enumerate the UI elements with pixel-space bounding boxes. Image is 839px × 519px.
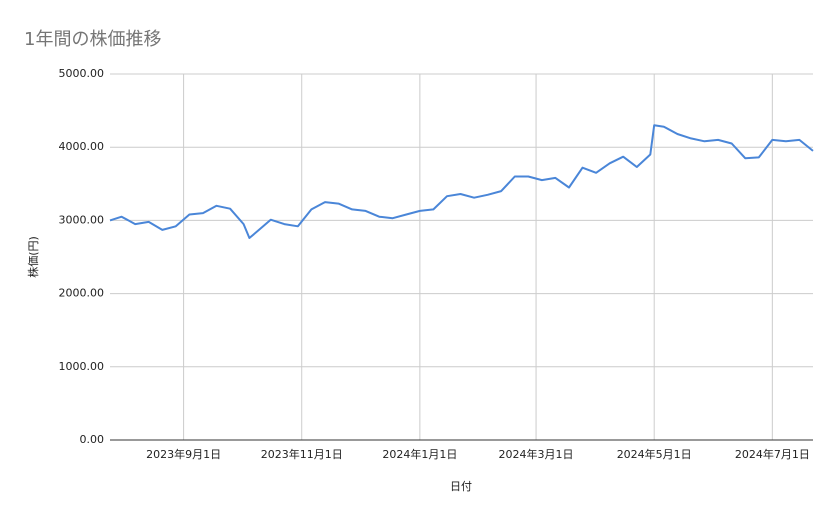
- chart-title: 1年間の株価推移: [24, 29, 161, 50]
- x-tick-label: 2023年11月1日: [261, 447, 343, 461]
- y-axis-title: 株価(円): [26, 236, 40, 278]
- x-tick-label: 2023年9月1日: [146, 447, 221, 461]
- x-axis-title: 日付: [450, 480, 472, 493]
- y-tick-label: 5000.00: [59, 67, 105, 80]
- x-tick-label: 2024年3月1日: [499, 447, 574, 461]
- x-tick-label: 2024年5月1日: [617, 447, 692, 461]
- x-tick-label: 2024年7月1日: [735, 447, 810, 461]
- y-tick-label: 1000.00: [59, 360, 105, 373]
- line-series: [109, 124, 814, 239]
- y-tick-label: 3000.00: [59, 213, 105, 226]
- y-tick-label: 4000.00: [59, 140, 105, 153]
- x-tick-label: 2024年1月1日: [382, 447, 457, 461]
- y-tick-label: 2000.00: [59, 287, 105, 300]
- y-tick-label: 0.00: [80, 433, 105, 446]
